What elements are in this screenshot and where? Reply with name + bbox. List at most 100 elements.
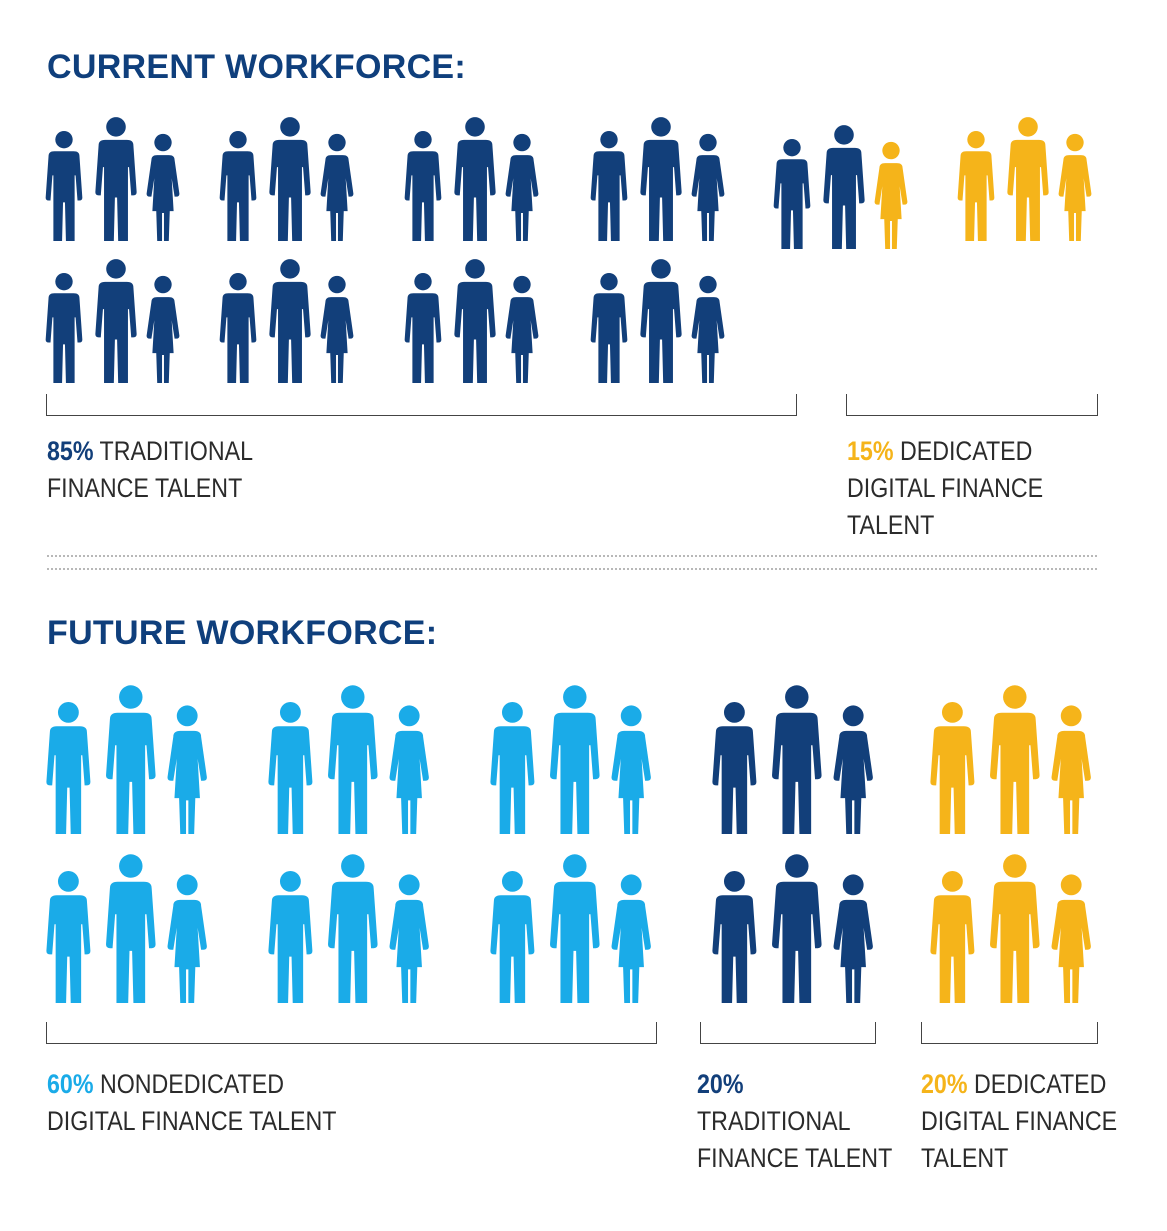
tall-man-icon <box>95 259 137 383</box>
tall-man-icon <box>772 854 822 1003</box>
woman-icon <box>167 874 207 1003</box>
future-dedicated-label: 20% DEDICATED DIGITAL FINANCE TALENT <box>921 1066 1117 1177</box>
people-group <box>268 685 429 834</box>
people-group <box>219 117 354 241</box>
people-group <box>45 259 180 383</box>
man-icon <box>268 870 313 1003</box>
divider-dotted-2 <box>47 568 1097 570</box>
tall-man-icon <box>823 125 865 249</box>
woman-icon <box>1051 874 1091 1003</box>
woman-icon <box>874 141 908 249</box>
people-group <box>712 685 873 834</box>
future-traditional-bracket <box>700 1022 876 1044</box>
tall-man-icon <box>772 685 822 834</box>
future-dedicated-line1: DEDICATED <box>973 1069 1107 1099</box>
woman-icon <box>505 133 539 241</box>
traditional-bracket <box>46 394 797 416</box>
woman-icon <box>320 133 354 241</box>
woman-icon <box>389 874 429 1003</box>
people-group <box>268 854 429 1003</box>
man-icon <box>712 870 757 1003</box>
tall-man-icon <box>550 685 600 834</box>
future-traditional-label: 20% TRADITIONAL FINANCE TALENT <box>697 1066 892 1177</box>
man-icon <box>45 272 83 383</box>
woman-icon <box>146 275 180 383</box>
woman-icon <box>505 275 539 383</box>
current-dedicated-line3: TALENT <box>847 510 935 540</box>
man-icon <box>590 130 628 241</box>
man-icon <box>490 870 535 1003</box>
people-group <box>930 854 1091 1003</box>
man-icon <box>590 272 628 383</box>
tall-man-icon <box>990 685 1040 834</box>
current-dedicated-line2: DIGITAL FINANCE <box>847 473 1044 503</box>
current-traditional-line2: FINANCE TALENT <box>47 473 243 503</box>
woman-icon <box>167 705 207 834</box>
tall-man-icon <box>454 259 496 383</box>
future-traditional-percent: 20% <box>697 1069 744 1099</box>
people-group <box>404 259 539 383</box>
tall-man-icon <box>454 117 496 241</box>
current-traditional-percent: 85% <box>47 436 94 466</box>
people-group <box>590 259 725 383</box>
future-dedicated-line2: DIGITAL FINANCE <box>921 1106 1118 1136</box>
tall-man-icon <box>328 854 378 1003</box>
current-workforce-heading: CURRENT WORKFORCE: <box>47 48 467 86</box>
divider-dotted-1 <box>47 555 1097 557</box>
woman-icon <box>146 133 180 241</box>
woman-icon <box>691 275 725 383</box>
people-group <box>46 685 207 834</box>
tall-man-icon <box>269 117 311 241</box>
people-group <box>930 685 1091 834</box>
woman-icon <box>833 874 873 1003</box>
future-dedicated-line3: TALENT <box>921 1143 1009 1173</box>
people-group <box>590 117 725 241</box>
man-icon <box>268 701 313 834</box>
future-nondedicated-line2: DIGITAL FINANCE TALENT <box>47 1106 337 1136</box>
woman-icon <box>389 705 429 834</box>
woman-icon <box>1058 133 1092 241</box>
woman-icon <box>611 705 651 834</box>
man-icon <box>46 701 91 834</box>
man-icon <box>404 130 442 241</box>
man-icon <box>45 130 83 241</box>
tall-man-icon <box>328 685 378 834</box>
man-icon <box>219 130 257 241</box>
future-nondedicated-label: 60% NONDEDICATED DIGITAL FINANCE TALENT <box>47 1066 336 1140</box>
people-group <box>45 117 180 241</box>
woman-icon <box>691 133 725 241</box>
future-nondedicated-percent: 60% <box>47 1069 94 1099</box>
man-icon <box>773 138 811 249</box>
man-icon <box>712 701 757 834</box>
future-traditional-line1: TRADITIONAL <box>697 1106 851 1136</box>
future-dedicated-bracket <box>921 1022 1098 1044</box>
people-group <box>712 854 873 1003</box>
man-icon <box>930 701 975 834</box>
dedicated-bracket <box>846 394 1098 416</box>
tall-man-icon <box>640 259 682 383</box>
tall-man-icon <box>269 259 311 383</box>
current-dedicated-percent: 15% <box>847 436 894 466</box>
people-group <box>46 854 207 1003</box>
tall-man-icon <box>640 117 682 241</box>
future-nondedicated-line1: NONDEDICATED <box>99 1069 284 1099</box>
man-icon <box>930 870 975 1003</box>
man-icon <box>219 272 257 383</box>
tall-man-icon <box>990 854 1040 1003</box>
man-icon <box>490 701 535 834</box>
tall-man-icon <box>106 685 156 834</box>
man-icon <box>957 130 995 241</box>
man-icon <box>46 870 91 1003</box>
woman-icon <box>1051 705 1091 834</box>
current-traditional-line1: TRADITIONAL <box>99 436 254 466</box>
current-dedicated-label: 15% DEDICATED DIGITAL FINANCE TALENT <box>847 433 1043 544</box>
tall-man-icon <box>1007 117 1049 241</box>
people-group <box>404 117 539 241</box>
woman-icon <box>833 705 873 834</box>
people-group <box>773 125 908 249</box>
future-traditional-line2: FINANCE TALENT <box>697 1143 893 1173</box>
people-group <box>957 117 1092 241</box>
current-dedicated-line1: DEDICATED <box>899 436 1033 466</box>
tall-man-icon <box>106 854 156 1003</box>
woman-icon <box>320 275 354 383</box>
